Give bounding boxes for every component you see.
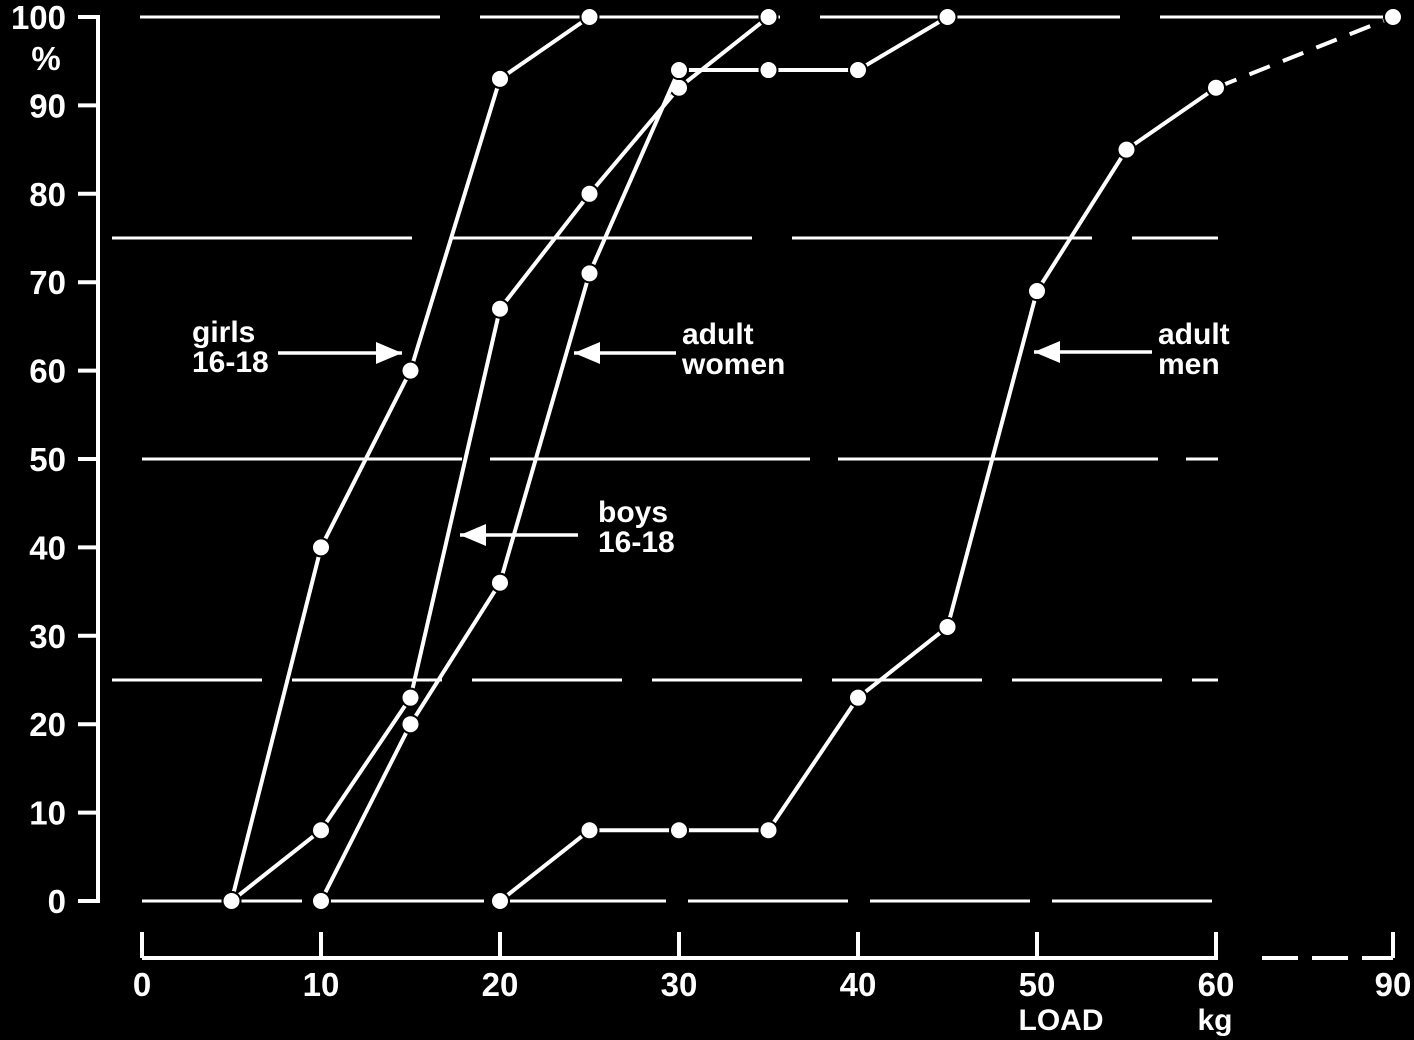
label-arrow-head (574, 342, 600, 364)
series-label-line: 16-18 (598, 526, 675, 559)
series-segment (1215, 15, 1394, 90)
series-segment (587, 69, 681, 275)
y-tick-label: 60 (29, 353, 66, 390)
reference-lines (112, 15, 1392, 903)
y-tick-label: 10 (29, 795, 66, 832)
series-segment (856, 15, 949, 72)
y-tick-label: 90 (29, 87, 66, 124)
series-adult-men (490, 7, 1403, 911)
series-segment (408, 78, 502, 372)
x-tick-label: 20 (482, 966, 519, 1003)
y-tick-label: 20 (29, 706, 66, 743)
series-segment (230, 828, 323, 903)
y-tick-label: 80 (29, 176, 66, 213)
x-tick-label: 10 (303, 966, 340, 1003)
series-segment (498, 192, 592, 310)
series-label-line: women (681, 348, 785, 381)
series-segment (498, 15, 591, 81)
x-tick-label: 60 (1198, 966, 1235, 1003)
data-point (758, 820, 779, 841)
data-point (848, 60, 868, 81)
x-tick-label: 30 (661, 966, 698, 1003)
data-point (579, 183, 600, 204)
series-segment (498, 828, 591, 903)
data-point (490, 572, 510, 593)
data-point (579, 263, 600, 284)
series-group (221, 7, 1403, 911)
series-segment (677, 15, 770, 90)
series-label-line: girls (192, 316, 255, 349)
series-segment (229, 546, 323, 902)
series-label-line: men (1158, 348, 1220, 381)
data-point (758, 60, 779, 81)
series-adult-women (311, 7, 958, 911)
series-segment (1125, 86, 1218, 152)
data-point (937, 616, 958, 637)
y-tick-label: 70 (29, 264, 66, 301)
series-segment (319, 696, 413, 832)
series-segment (766, 696, 860, 832)
data-point (669, 820, 689, 841)
series-label-line: boys (598, 496, 668, 529)
data-point (1116, 139, 1137, 160)
series-segment (319, 723, 413, 902)
data-point (1027, 281, 1047, 302)
data-point (311, 891, 331, 911)
data-point (400, 360, 421, 381)
data-point (400, 714, 421, 735)
x-axis-unit: kg (1197, 1004, 1232, 1037)
label-arrow-head (376, 342, 402, 364)
y-axis-unit: % (31, 40, 60, 77)
data-point (579, 820, 600, 841)
data-point (579, 7, 600, 27)
label-arrow-head (460, 524, 486, 546)
y-tick-label: 0 (48, 883, 66, 920)
data-point (1206, 77, 1226, 98)
data-point (400, 687, 421, 708)
series-segment (408, 308, 502, 699)
x-axis-label: LOAD (1019, 1004, 1104, 1037)
data-point (311, 820, 331, 841)
series-segment (1035, 148, 1129, 293)
y-tick-label: 30 (29, 618, 66, 655)
series-label-line: adult (682, 318, 754, 351)
axes: 0 10 20 30 40 50 60 70 80 90 100% 0 10 20 30 40 50 60 90 LO… (11, 0, 1411, 1037)
data-point (490, 298, 510, 319)
data-point (311, 537, 331, 558)
series-segment (408, 581, 502, 726)
data-point (669, 60, 689, 81)
y-tick-label: 40 (29, 529, 66, 566)
series-segment (856, 625, 949, 700)
data-point (758, 7, 779, 27)
x-tick-label: 90 (1375, 966, 1412, 1003)
series-boys-16-18 (221, 7, 779, 911)
series-segment (319, 369, 413, 549)
x-tick-label: 40 (840, 966, 877, 1003)
data-point (937, 7, 958, 27)
series-label-line: 16-18 (192, 346, 269, 379)
x-tick-label: 50 (1019, 966, 1056, 1003)
data-point (490, 891, 510, 911)
data-point (490, 68, 510, 89)
data-point (848, 687, 868, 708)
series-segment (945, 290, 1039, 628)
series-segment (498, 272, 592, 584)
x-tick-label: 0 (133, 966, 151, 1003)
y-tick-label: 100 (11, 0, 66, 36)
data-point (221, 891, 242, 911)
series-label-line: adult (1158, 318, 1230, 351)
data-point (1383, 7, 1403, 27)
label-arrow-head (1034, 341, 1060, 363)
y-tick-label: 50 (29, 441, 66, 478)
